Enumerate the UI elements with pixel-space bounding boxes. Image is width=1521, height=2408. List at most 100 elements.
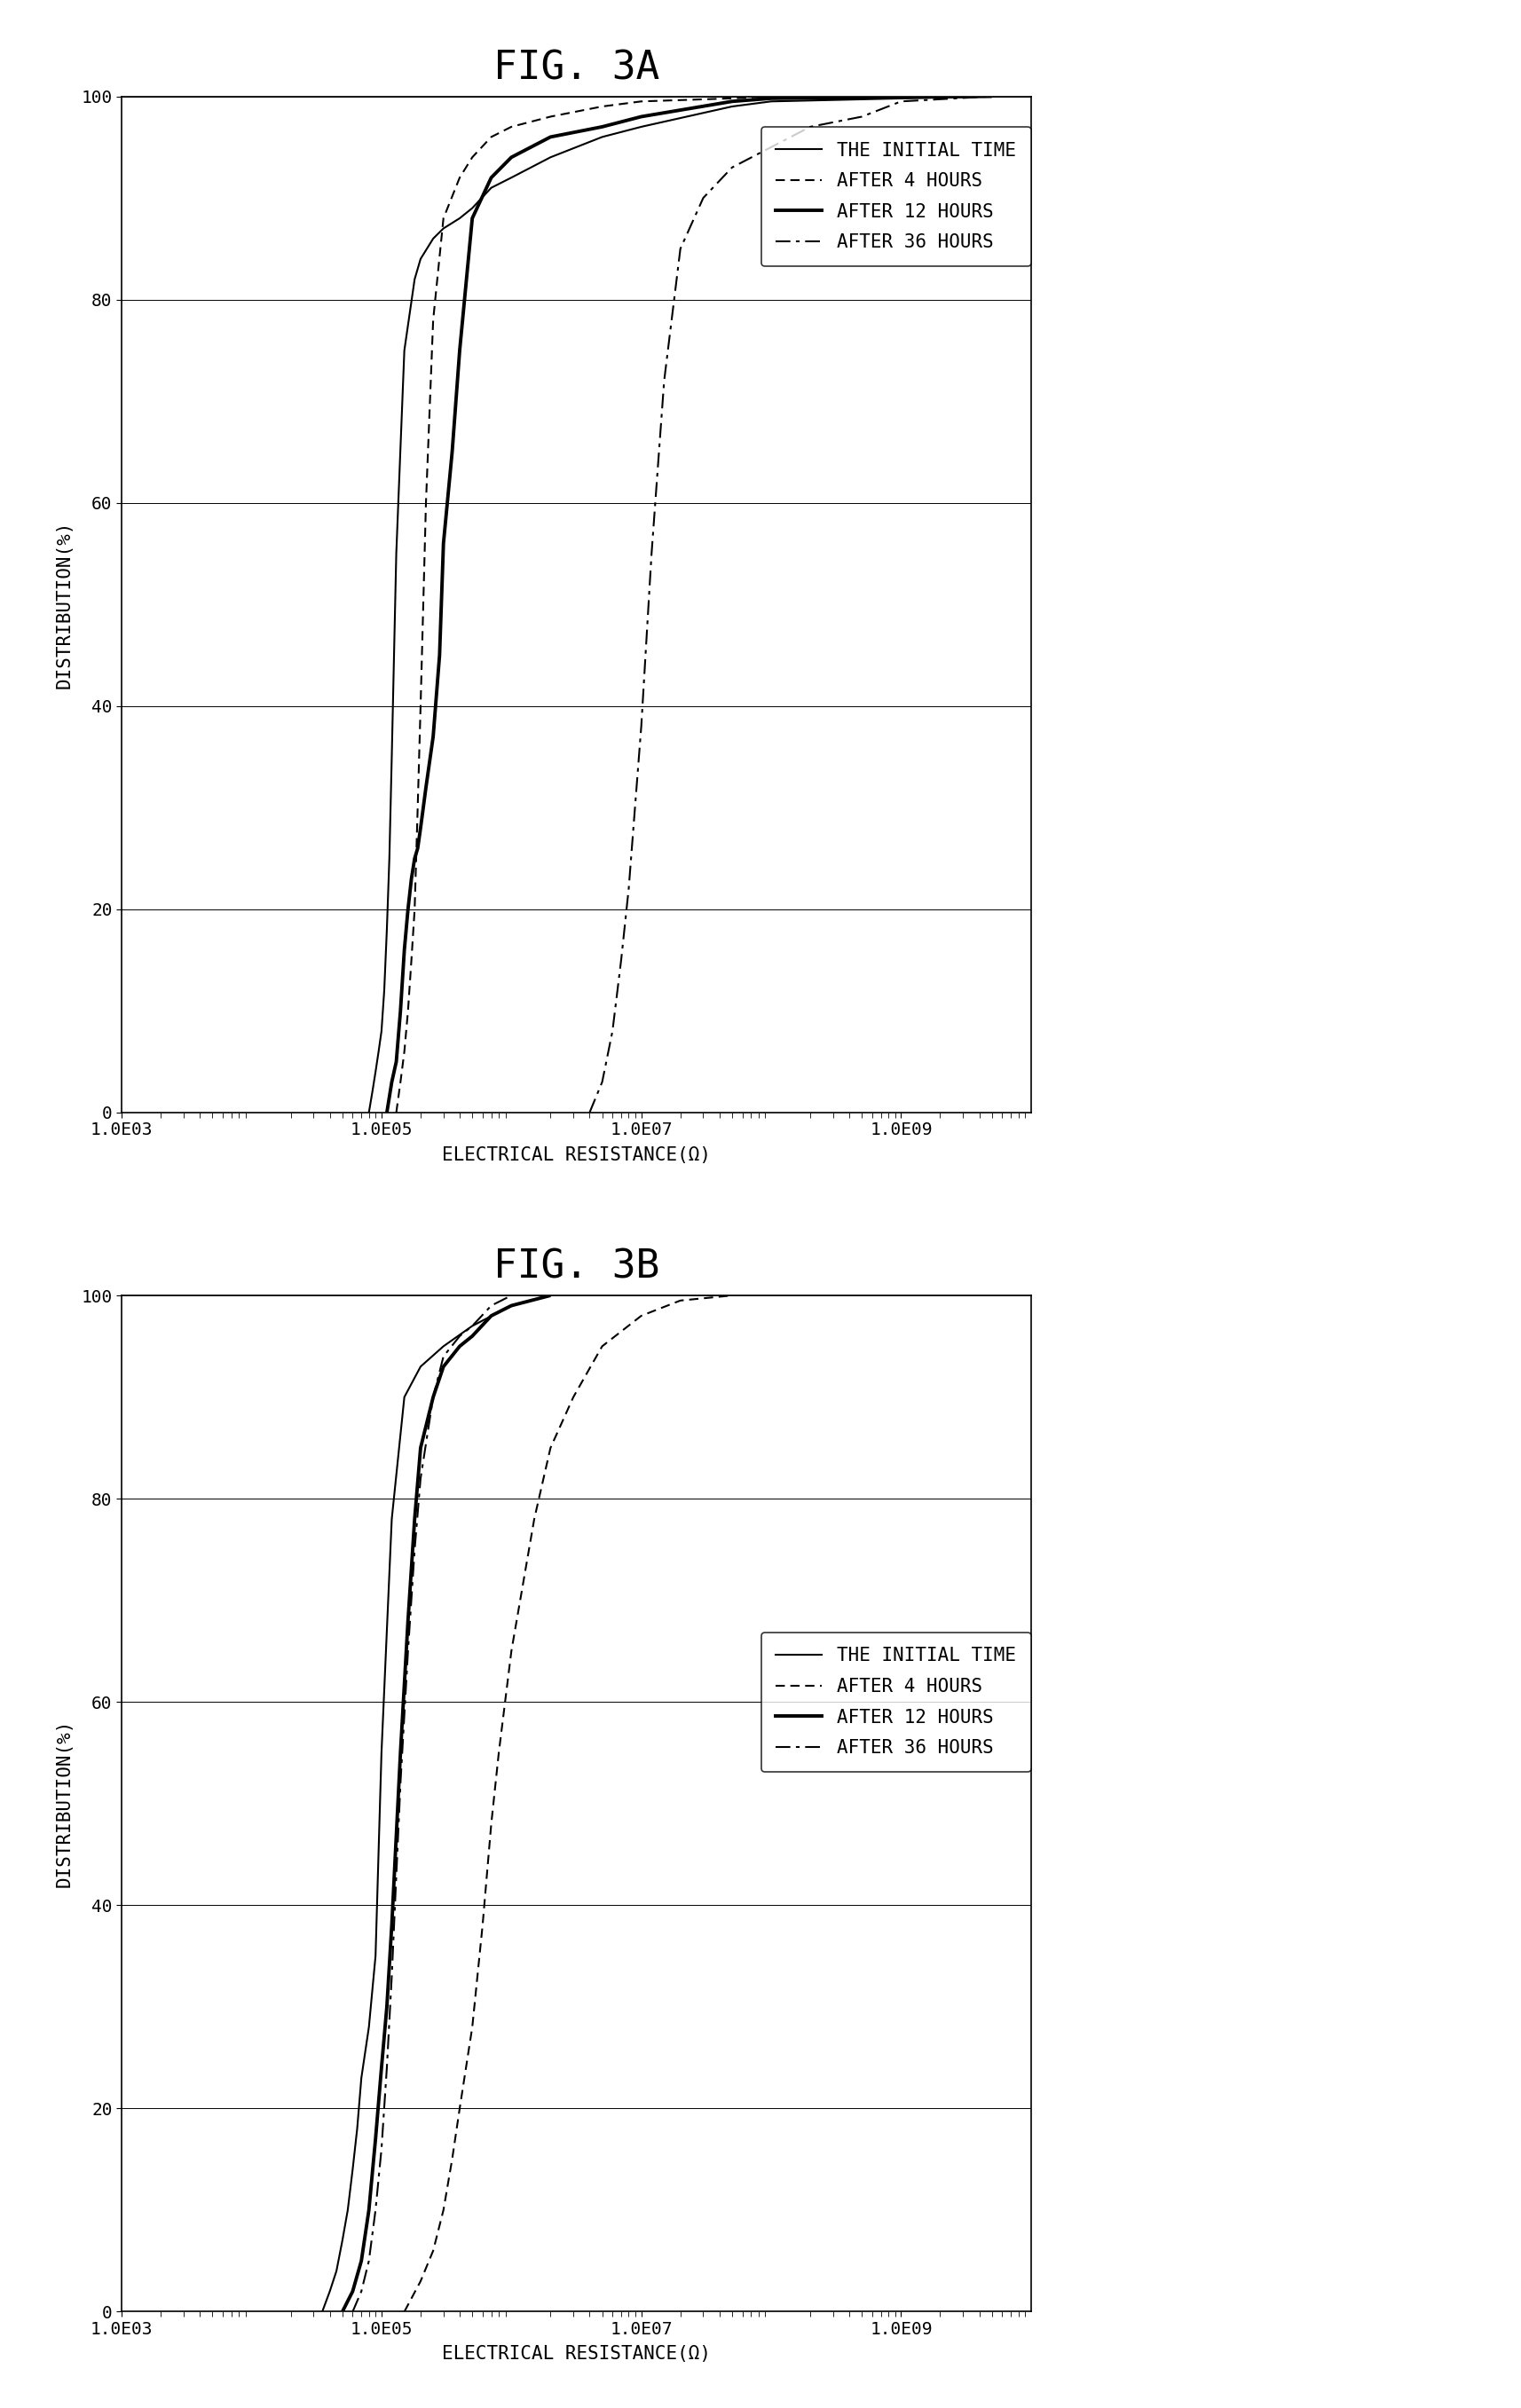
THE INITIAL TIME — [412, 246, 430, 275]
AFTER 12 HOURS — [435, 1353, 453, 1382]
AFTER 4 HOURS — [412, 691, 430, 720]
AFTER 12 HOURS — [409, 833, 427, 862]
Line: AFTER 36 HOURS: AFTER 36 HOURS — [590, 96, 992, 1112]
AFTER 4 HOURS — [525, 1505, 543, 1534]
AFTER 4 HOURS — [435, 2196, 453, 2225]
AFTER 12 HOURS — [360, 2196, 379, 2225]
AFTER 4 HOURS — [388, 1098, 406, 1127]
AFTER 4 HOURS — [450, 2095, 468, 2124]
Line: AFTER 4 HOURS: AFTER 4 HOURS — [397, 96, 992, 1112]
AFTER 4 HOURS — [593, 1332, 611, 1361]
THE INITIAL TIME — [435, 1332, 453, 1361]
THE INITIAL TIME — [376, 975, 394, 1004]
Line: AFTER 12 HOURS: AFTER 12 HOURS — [342, 1296, 551, 2312]
AFTER 36 HOURS — [462, 1312, 481, 1341]
AFTER 4 HOURS — [593, 92, 611, 120]
AFTER 4 HOURS — [412, 2266, 430, 2295]
AFTER 4 HOURS — [462, 142, 481, 171]
AFTER 12 HOURS — [333, 2297, 351, 2326]
AFTER 36 HOURS — [694, 183, 712, 212]
THE INITIAL TIME — [321, 2278, 339, 2307]
AFTER 4 HOURS — [406, 896, 424, 925]
AFTER 12 HOURS — [762, 84, 780, 113]
AFTER 12 HOURS — [399, 1606, 417, 1635]
AFTER 4 HOURS — [395, 1038, 414, 1067]
Legend: THE INITIAL TIME, AFTER 4 HOURS, AFTER 12 HOURS, AFTER 36 HOURS: THE INITIAL TIME, AFTER 4 HOURS, AFTER 1… — [760, 128, 1031, 267]
THE INITIAL TIME — [633, 113, 651, 142]
AFTER 36 HOURS — [633, 713, 651, 742]
AFTER 4 HOURS — [671, 1286, 689, 1315]
AFTER 12 HOURS — [367, 2124, 385, 2153]
AFTER 36 HOURS — [502, 1281, 520, 1310]
X-axis label: ELECTRICAL RESISTANCE(Ω): ELECTRICAL RESISTANCE(Ω) — [443, 1146, 710, 1163]
THE INITIAL TIME — [395, 337, 414, 366]
AFTER 36 HOURS — [360, 2247, 379, 2276]
AFTER 4 HOURS — [435, 205, 453, 234]
AFTER 36 HOURS — [891, 87, 910, 116]
Line: THE INITIAL TIME: THE INITIAL TIME — [370, 96, 992, 1112]
AFTER 4 HOURS — [722, 84, 741, 113]
THE INITIAL TIME — [364, 1079, 382, 1108]
AFTER 4 HOURS — [391, 1067, 409, 1096]
AFTER 4 HOURS — [722, 1281, 741, 1310]
AFTER 12 HOURS — [502, 1291, 520, 1320]
AFTER 12 HOURS — [406, 1505, 424, 1534]
AFTER 36 HOURS — [399, 1637, 417, 1666]
THE INITIAL TIME — [541, 1281, 560, 1310]
THE INITIAL TIME — [327, 2256, 345, 2285]
THE INITIAL TIME — [424, 224, 443, 253]
AFTER 4 HOURS — [983, 82, 1001, 111]
AFTER 12 HOURS — [391, 1739, 409, 1767]
AFTER 36 HOURS — [482, 1291, 500, 1320]
THE INITIAL TIME — [502, 1291, 520, 1320]
AFTER 4 HOURS — [762, 82, 780, 111]
AFTER 12 HOURS — [482, 1300, 500, 1329]
THE INITIAL TIME — [373, 1016, 391, 1045]
AFTER 4 HOURS — [502, 113, 520, 142]
THE INITIAL TIME — [462, 193, 481, 222]
AFTER 12 HOURS — [593, 113, 611, 142]
AFTER 4 HOURS — [399, 997, 417, 1026]
THE INITIAL TIME — [593, 123, 611, 152]
THE INITIAL TIME — [983, 82, 1001, 111]
AFTER 12 HOURS — [424, 722, 443, 751]
AFTER 36 HOURS — [383, 1963, 402, 1991]
AFTER 4 HOURS — [462, 2013, 481, 2042]
THE INITIAL TIME — [339, 2196, 357, 2225]
THE INITIAL TIME — [370, 1038, 388, 1067]
THE INITIAL TIME — [412, 1353, 430, 1382]
Y-axis label: DISTRIBUTION(%): DISTRIBUTION(%) — [56, 1719, 73, 1888]
Line: AFTER 12 HOURS: AFTER 12 HOURS — [386, 96, 992, 1112]
THE INITIAL TIME — [450, 205, 468, 234]
THE INITIAL TIME — [367, 1941, 385, 1970]
AFTER 12 HOURS — [402, 864, 420, 893]
THE INITIAL TIME — [333, 2225, 351, 2254]
AFTER 12 HOURS — [353, 2247, 371, 2276]
AFTER 12 HOURS — [373, 2054, 391, 2083]
AFTER 4 HOURS — [402, 946, 420, 975]
AFTER 12 HOURS — [443, 438, 461, 467]
THE INITIAL TIME — [380, 845, 399, 874]
AFTER 12 HOURS — [502, 142, 520, 171]
AFTER 12 HOURS — [462, 205, 481, 234]
THE INITIAL TIME — [541, 142, 560, 171]
AFTER 4 HOURS — [482, 1808, 500, 1837]
AFTER 4 HOURS — [409, 792, 427, 821]
AFTER 36 HOURS — [619, 874, 637, 903]
THE INITIAL TIME — [482, 173, 500, 202]
AFTER 12 HOURS — [462, 1322, 481, 1351]
Line: AFTER 36 HOURS: AFTER 36 HOURS — [353, 1296, 511, 2312]
AFTER 36 HOURS — [367, 2196, 385, 2225]
AFTER 12 HOURS — [406, 845, 424, 874]
AFTER 12 HOURS — [424, 1382, 443, 1411]
THE INITIAL TIME — [502, 164, 520, 193]
AFTER 36 HOURS — [581, 1098, 599, 1127]
AFTER 12 HOURS — [983, 82, 1001, 111]
AFTER 12 HOURS — [383, 1912, 402, 1941]
AFTER 4 HOURS — [424, 306, 443, 335]
AFTER 4 HOURS — [443, 2146, 461, 2174]
AFTER 12 HOURS — [395, 934, 414, 963]
AFTER 12 HOURS — [412, 1433, 430, 1462]
AFTER 36 HOURS — [424, 1382, 443, 1411]
THE INITIAL TIME — [388, 539, 406, 568]
